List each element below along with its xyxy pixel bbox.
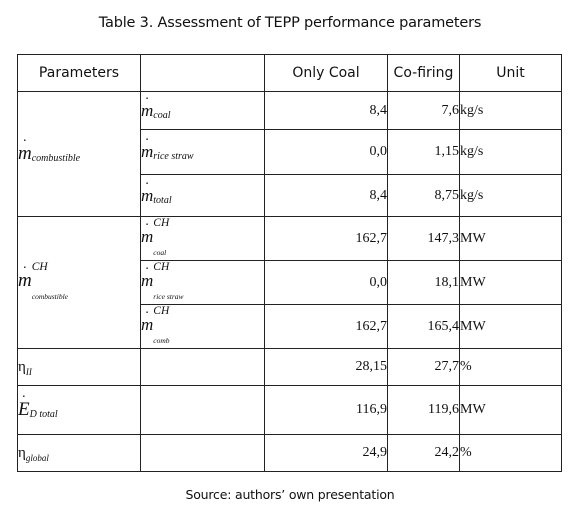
unit-value: kg/s — [459, 174, 562, 217]
table-row: · mcombustible · mcoal 8,4 7,6 kg/s — [17, 91, 562, 217]
table-row: · mtotal 8,4 8,75 kg/s — [18, 174, 562, 217]
blank-cell — [140, 434, 265, 472]
co-firing-value: 27,7 — [387, 348, 460, 386]
header-parameters: Parameters — [17, 54, 141, 92]
table-row: · mrice straw 0,0 1,15 kg/s — [18, 129, 562, 175]
only-coal-value: 162,7 — [264, 304, 388, 349]
only-coal-value: 0,0 — [264, 129, 388, 175]
only-coal-value: 162,7 — [264, 216, 388, 261]
table-row: · ED total 116,9 119,6 MW — [17, 385, 562, 435]
param-eta-ii: ηII — [17, 348, 141, 386]
header-unit: Unit — [459, 54, 562, 92]
param-eta-global: ηglobal — [17, 434, 141, 472]
only-coal-value: 116,9 — [264, 385, 388, 435]
co-firing-value: 18,1 — [387, 260, 460, 305]
unit-value: MW — [459, 385, 562, 435]
co-firing-value: 7,6 — [387, 91, 460, 130]
only-coal-value: 8,4 — [264, 174, 388, 217]
param-m-rice-straw: · mrice straw — [140, 129, 265, 175]
group-mass-combustible: · mcombustible — [17, 91, 141, 217]
only-coal-value: 8,4 — [264, 91, 388, 130]
param-m-total: · mtotal — [140, 174, 265, 217]
co-firing-value: 1,15 — [387, 129, 460, 175]
table-row: ηglobal 24,9 24,2 % — [17, 434, 562, 472]
only-coal-value: 0,0 — [264, 260, 388, 305]
param-e-d-total: · ED total — [17, 385, 141, 435]
unit-value: MW — [459, 260, 562, 305]
table-source: Source: authors’ own presentation — [185, 487, 395, 502]
param-m-coal: · mcoal — [140, 91, 265, 130]
unit-value: % — [459, 434, 562, 472]
unit-value: kg/s — [459, 91, 562, 130]
header-blank — [140, 54, 265, 92]
table-title: Table 3. Assessment of TEPP performance … — [98, 15, 482, 31]
param-m-ch-coal: · mCH coal — [140, 216, 265, 261]
param-m-ch-rice-straw: · mCH rice straw — [140, 260, 265, 305]
table-row: · mCH comb 162,7 165,4 MW — [18, 304, 562, 349]
table-row: · mCH rice straw 0,0 18,1 MW — [18, 260, 562, 305]
unit-value: MW — [459, 216, 562, 261]
co-firing-value: 119,6 — [387, 385, 460, 435]
blank-cell — [140, 385, 265, 435]
table-row: ηII 28,15 27,7 % — [17, 348, 562, 386]
table-row: · mCH combustible · mCH coal 162,7 147,3 MW — [17, 216, 562, 349]
only-coal-value: 28,15 — [264, 348, 388, 386]
co-firing-value: 8,75 — [387, 174, 460, 217]
co-firing-value: 24,2 — [387, 434, 460, 472]
header-row: Parameters Only Coal Co-firing Unit — [17, 54, 562, 92]
co-firing-value: 147,3 — [387, 216, 460, 261]
group-exergy-combustible: · mCH combustible — [17, 216, 141, 349]
performance-table: Parameters Only Coal Co-firing Unit · mco… — [17, 54, 562, 472]
unit-value: kg/s — [459, 129, 562, 175]
co-firing-value: 165,4 — [387, 304, 460, 349]
only-coal-value: 24,9 — [264, 434, 388, 472]
header-co-firing: Co-firing — [387, 54, 460, 92]
unit-value: MW — [459, 304, 562, 349]
unit-value: % — [459, 348, 562, 386]
param-m-ch-comb: · mCH comb — [140, 304, 265, 349]
header-only-coal: Only Coal — [264, 54, 388, 92]
blank-cell — [140, 348, 265, 386]
